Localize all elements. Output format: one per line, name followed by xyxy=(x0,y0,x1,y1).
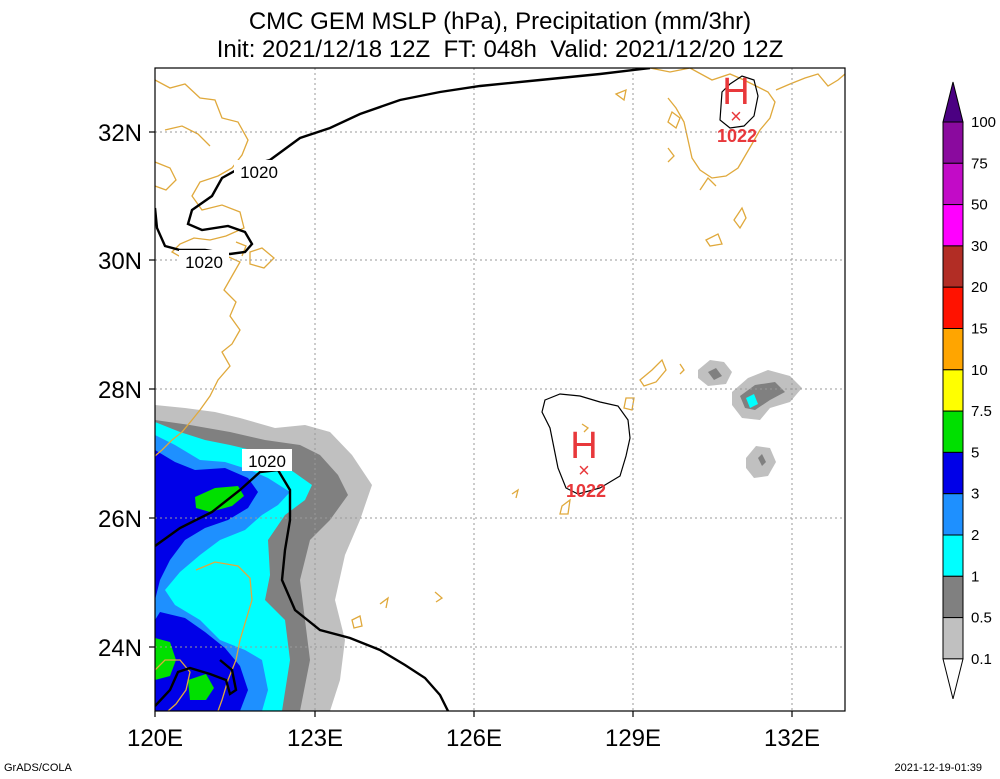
lon-label: 129E xyxy=(605,725,661,752)
legend-color-swatch xyxy=(942,493,964,536)
legend-color-swatch xyxy=(942,204,964,247)
high-pressure-value: 1022 xyxy=(566,481,606,501)
legend-color-swatch xyxy=(942,534,964,577)
legend-label: 20 xyxy=(971,279,988,296)
precipitation-west xyxy=(155,405,372,711)
legend-color-swatch xyxy=(942,575,964,619)
chart-title: CMC GEM MSLP (hPa), Precipitation (mm/3h… xyxy=(248,8,752,35)
legend-color-swatch xyxy=(942,286,964,330)
chart-subtitle: Init: 2021/12/18 12Z FT: 048h Valid: 202… xyxy=(216,36,784,63)
legend-color-swatch xyxy=(942,245,964,288)
isobars xyxy=(155,68,759,711)
lat-label: 24N xyxy=(98,635,142,662)
legend-label: 1 xyxy=(971,568,979,585)
legend-label: 0.1 xyxy=(971,651,992,668)
legend-color-swatch xyxy=(942,162,964,206)
legend-label: 5 xyxy=(971,444,979,461)
lat-label: 28N xyxy=(98,377,142,404)
high-pressure-marker: × xyxy=(578,460,590,482)
isobar-label: 1020 xyxy=(185,253,223,272)
legend-color-swatch xyxy=(942,81,964,123)
legend-color-swatch xyxy=(942,617,964,660)
legend-label: 30 xyxy=(971,238,988,255)
grid-lines xyxy=(155,68,845,711)
high-pressure-symbol: H xyxy=(722,71,749,113)
legend-label: 0.5 xyxy=(971,610,992,627)
high-pressure-value: 1022 xyxy=(717,126,757,146)
precipitation-east xyxy=(698,360,802,478)
high-pressure-marker: × xyxy=(730,106,742,128)
lon-label: 123E xyxy=(287,725,343,752)
legend-label: 3 xyxy=(971,486,979,503)
legend-color-swatch xyxy=(942,121,964,164)
legend-label: 7.5 xyxy=(971,403,992,420)
precipitation-legend: 100 75 50 30 20 15 10 7.5 5 3 2 1 0.5 0.1 xyxy=(942,81,996,700)
legend-color-swatch xyxy=(942,369,964,412)
legend-color-swatch xyxy=(942,658,964,700)
legend-color-swatch xyxy=(942,328,964,371)
isobar-label: 1020 xyxy=(248,452,286,471)
axis-ticks xyxy=(149,131,793,717)
lon-label: 120E xyxy=(127,725,183,752)
footer-timestamp: 2021-12-19-01:39 xyxy=(894,762,982,774)
lon-label: 126E xyxy=(446,725,502,752)
lat-label: 30N xyxy=(98,248,142,275)
lat-label: 26N xyxy=(98,506,142,533)
legend-color-swatch xyxy=(942,410,964,453)
footer-credit: GrADS/COLA xyxy=(4,762,72,774)
legend-label: 100 xyxy=(971,114,996,131)
legend-label: 15 xyxy=(971,321,988,338)
lon-label: 132E xyxy=(764,725,820,752)
legend-color-swatch xyxy=(942,451,964,495)
isobar-label: 1020 xyxy=(240,163,278,182)
legend-label: 75 xyxy=(971,155,988,172)
legend-label: 10 xyxy=(971,362,988,379)
legend-label: 50 xyxy=(971,197,988,214)
high-pressure-symbol: H xyxy=(570,425,597,467)
legend-label: 2 xyxy=(971,527,979,544)
lat-label: 32N xyxy=(98,120,142,147)
